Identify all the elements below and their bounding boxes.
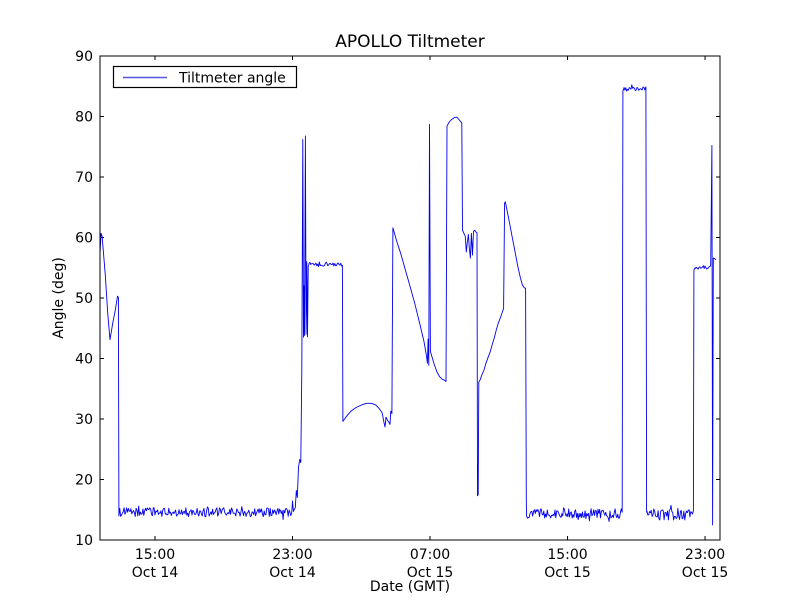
x-tick-date-label: Oct 14: [132, 565, 179, 581]
y-tick-label: 70: [75, 170, 93, 186]
x-tick-date-label: Oct 15: [682, 565, 728, 581]
data-line: [99, 84, 717, 526]
axes-frame: [99, 55, 721, 541]
y-tick-label: 80: [75, 110, 93, 126]
y-tick-label: 20: [75, 473, 93, 489]
x-tick-time-label: 15:00: [547, 547, 587, 563]
x-tick-time-label: 23:00: [272, 547, 312, 563]
y-tick-label: 30: [75, 412, 93, 428]
plot-content: 10 20 30 40 50 60 70 80 90 15:00 Oct 14 23:00 Oct 14…: [75, 49, 728, 581]
y-tick-label: 50: [75, 291, 93, 307]
y-axis-label: Angle (deg): [51, 257, 67, 339]
x-tick-time-label: 15:00: [135, 547, 175, 563]
x-tick-time-label: 07:00: [410, 547, 450, 563]
x-tick-date-label: Oct 15: [407, 565, 453, 581]
y-tick-label: 40: [75, 352, 93, 368]
x-tick-time-label: 23:00: [685, 547, 725, 563]
x-tick-date-label: Oct 14: [269, 565, 316, 581]
x-tick-date-label: Oct 15: [544, 565, 590, 581]
y-tick-label: 10: [75, 533, 93, 549]
chart-title: APOLLO Tiltmeter: [335, 32, 485, 52]
y-tick-label: 90: [75, 49, 93, 65]
legend: Tiltmeter angle: [112, 65, 298, 89]
legend-label: Tiltmeter angle: [178, 71, 286, 87]
y-tick-label: 60: [75, 231, 93, 247]
legend-box: [112, 65, 298, 89]
x-axis-label: Date (GMT): [370, 579, 450, 595]
